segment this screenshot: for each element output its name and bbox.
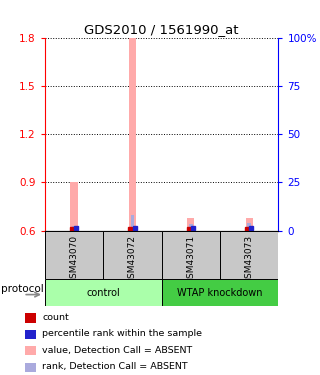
Bar <box>247 223 251 231</box>
Text: protocol: protocol <box>1 284 44 294</box>
Bar <box>25 330 36 339</box>
Text: GSM43071: GSM43071 <box>186 234 195 284</box>
Bar <box>162 231 220 279</box>
Bar <box>131 214 134 231</box>
Bar <box>220 231 278 279</box>
Bar <box>25 346 36 355</box>
Text: GSM43072: GSM43072 <box>128 234 137 284</box>
Bar <box>25 314 36 322</box>
Bar <box>187 218 194 231</box>
Title: GDS2010 / 1561990_at: GDS2010 / 1561990_at <box>84 23 239 36</box>
Text: percentile rank within the sample: percentile rank within the sample <box>42 330 202 339</box>
Text: control: control <box>86 288 120 297</box>
Bar <box>25 363 36 372</box>
Bar <box>45 231 103 279</box>
Bar <box>189 224 193 231</box>
Text: rank, Detection Call = ABSENT: rank, Detection Call = ABSENT <box>42 362 188 371</box>
Text: GSM43070: GSM43070 <box>69 234 78 284</box>
Bar <box>72 226 76 231</box>
Bar <box>45 279 162 306</box>
Text: GSM43073: GSM43073 <box>245 234 254 284</box>
Bar <box>70 182 77 231</box>
Bar <box>246 218 253 231</box>
Text: WTAP knockdown: WTAP knockdown <box>177 288 263 297</box>
Bar <box>129 38 136 231</box>
Text: value, Detection Call = ABSENT: value, Detection Call = ABSENT <box>42 346 192 355</box>
Text: count: count <box>42 313 69 322</box>
Bar <box>103 231 162 279</box>
Bar <box>162 279 278 306</box>
